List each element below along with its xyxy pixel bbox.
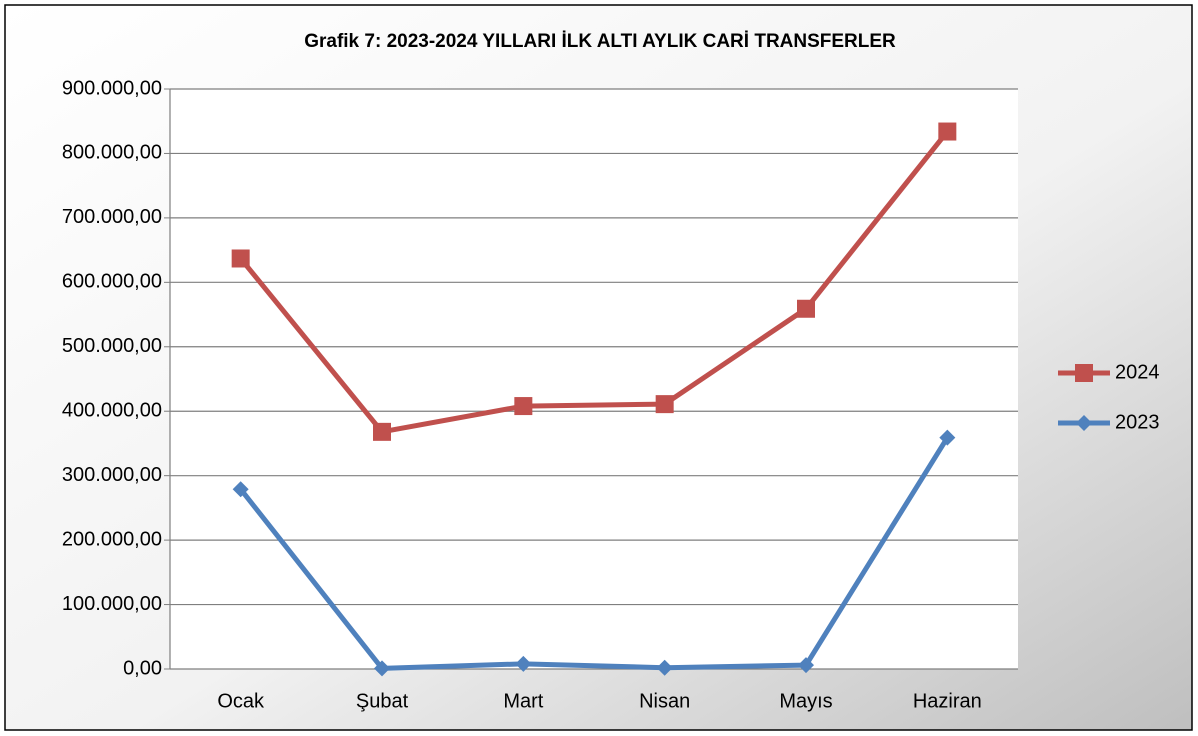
- marker: [231, 249, 250, 268]
- x-tick-label: Şubat: [356, 690, 409, 712]
- marker: [373, 422, 391, 441]
- marker: [938, 122, 957, 141]
- marker: [232, 481, 249, 498]
- x-tick-label: Ocak: [217, 690, 265, 712]
- y-tick-label: 600.000,00: [62, 271, 162, 293]
- x-tick-label: Mart: [503, 690, 543, 712]
- y-tick-label: 700.000,00: [62, 206, 162, 228]
- y-tick-label: 400.000,00: [62, 400, 162, 422]
- legend-label: 2024: [1115, 361, 1160, 383]
- y-tick-label: 0,00: [123, 657, 162, 679]
- marker: [939, 429, 956, 446]
- marker: [798, 657, 814, 674]
- plot-area: [170, 89, 1018, 669]
- marker: [655, 395, 674, 414]
- x-tick-label: Mayıs: [779, 690, 832, 712]
- marker: [514, 397, 533, 416]
- y-tick-label: 800.000,00: [62, 142, 162, 164]
- series-line: [238, 436, 950, 671]
- marker: [1075, 364, 1093, 382]
- y-tick-label: 100.000,00: [62, 593, 162, 615]
- y-tick-label: 900.000,00: [62, 77, 162, 99]
- marker: [656, 659, 673, 676]
- y-tick-label: 200.000,00: [62, 528, 162, 550]
- chart-title: Grafik 7: 2023-2024 YILLARI İLK ALTI AYL…: [304, 31, 896, 52]
- x-tick-label: Nisan: [639, 690, 690, 712]
- marker: [515, 655, 532, 672]
- legend-label: 2023: [1115, 411, 1160, 433]
- marker: [797, 299, 815, 318]
- y-tick-label: 500.000,00: [62, 335, 162, 357]
- marker: [1076, 415, 1092, 431]
- marker: [374, 660, 390, 677]
- series-line: [238, 129, 950, 435]
- y-tick-label: 300.000,00: [62, 464, 162, 486]
- x-tick-label: Haziran: [913, 690, 982, 712]
